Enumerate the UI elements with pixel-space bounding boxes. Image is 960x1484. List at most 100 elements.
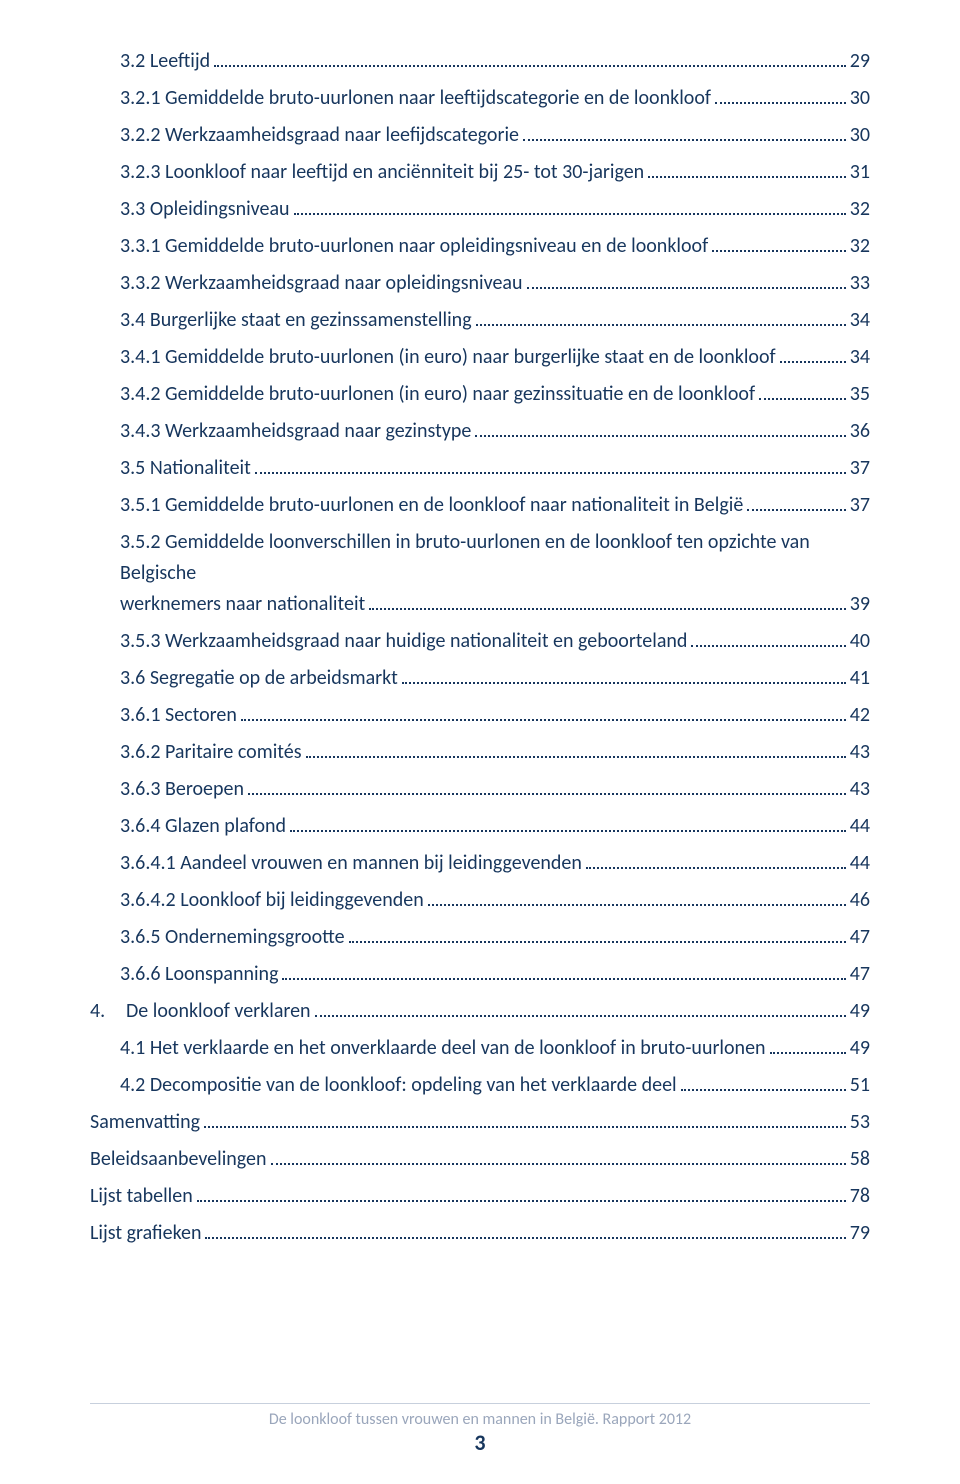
toc-entry-label: 4.De loonkloof verklaren xyxy=(90,996,311,1027)
toc-entry: Lijst tabellen 78 xyxy=(90,1181,870,1212)
toc-entry: 3.5.1 Gemiddelde bruto-uurlonen en de lo… xyxy=(90,490,870,521)
toc-leader-dots xyxy=(770,1034,846,1054)
toc-entry: 3.5.2 Gemiddelde loonverschillen in brut… xyxy=(90,527,870,620)
toc-entry-label: 3.6 Segregatie op de arbeidsmarkt xyxy=(120,663,398,694)
toc-entry: Beleidsaanbevelingen 58 xyxy=(90,1144,870,1175)
toc-entry-label: 3.6.4.1 Aandeel vrouwen en mannen bij le… xyxy=(120,848,582,879)
toc-entry: 3.6.3 Beroepen43 xyxy=(90,774,870,805)
footer-divider xyxy=(90,1403,870,1404)
toc-entry-page: 32 xyxy=(850,231,870,262)
toc-leader-dots xyxy=(648,158,846,178)
toc-entry: 3.6.6 Loonspanning47 xyxy=(90,959,870,990)
toc-entry: 3.4.3 Werkzaamheidsgraad naar gezinstype… xyxy=(90,416,870,447)
toc-leader-dots xyxy=(712,232,846,252)
toc-leader-dots xyxy=(306,738,846,758)
toc-entry: Samenvatting53 xyxy=(90,1107,870,1138)
toc-leader-dots xyxy=(197,1182,846,1202)
toc-entry-page: 43 xyxy=(850,737,870,768)
toc-entry-label: 3.2 Leeftijd xyxy=(120,46,210,77)
toc-entry: Lijst grafieken79 xyxy=(90,1218,870,1249)
toc-entry-page: 34 xyxy=(850,342,870,373)
toc-entry: 4.2 Decompositie van de loonkloof: opdel… xyxy=(90,1070,870,1101)
toc-entry-page: 35 xyxy=(850,379,870,410)
toc-entry: 4.De loonkloof verklaren 49 xyxy=(90,996,870,1027)
toc-entry-label: Samenvatting xyxy=(90,1107,200,1138)
toc-leader-dots xyxy=(294,195,846,215)
toc-entry: 3.6 Segregatie op de arbeidsmarkt41 xyxy=(90,663,870,694)
toc-leader-dots xyxy=(255,454,846,474)
toc-entry-label: 3.5.1 Gemiddelde bruto-uurlonen en de lo… xyxy=(120,490,743,521)
toc-leader-dots xyxy=(248,775,846,795)
toc-entry-label: 3.4.1 Gemiddelde bruto-uurlonen (in euro… xyxy=(120,342,776,373)
toc-leader-dots xyxy=(780,343,846,363)
toc-entry-page: 29 xyxy=(850,46,870,77)
toc-entry-page: 30 xyxy=(850,83,870,114)
toc-entry: 3.2 Leeftijd 29 xyxy=(90,46,870,77)
toc-entry-label: 3.2.2 Werkzaamheidsgraad naar leefijdsca… xyxy=(120,120,519,151)
toc-entry: 3.3 Opleidingsniveau32 xyxy=(90,194,870,225)
toc-entry-label: 3.2.3 Loonkloof naar leeftijd en anciënn… xyxy=(120,157,644,188)
toc-leader-dots xyxy=(271,1145,846,1165)
toc-entry: 3.2.2 Werkzaamheidsgraad naar leefijdsca… xyxy=(90,120,870,151)
toc-entry: 3.6.1 Sectoren42 xyxy=(90,700,870,731)
toc-leader-dots xyxy=(747,491,845,511)
toc-entry-label: 3.6.2 Paritaire comités xyxy=(120,737,302,768)
toc-leader-dots xyxy=(715,84,846,104)
toc-leader-dots xyxy=(241,701,846,721)
toc-entry-page: 49 xyxy=(850,996,870,1027)
toc-leader-dots xyxy=(205,1219,845,1239)
toc-entry: 3.6.2 Paritaire comités 43 xyxy=(90,737,870,768)
document-page: 3.2 Leeftijd 29 3.2.1 Gemiddelde bruto-uur… xyxy=(0,0,960,1484)
toc-leader-dots xyxy=(428,886,846,906)
toc-leader-dots xyxy=(681,1071,846,1091)
toc-entry: 3.4 Burgerlijke staat en gezinssamenstel… xyxy=(90,305,870,336)
toc-entry-page: 39 xyxy=(850,589,870,620)
toc-entry: 3.2.3 Loonkloof naar leeftijd en anciënn… xyxy=(90,157,870,188)
toc-entry-page: 78 xyxy=(850,1181,870,1212)
toc-leader-dots xyxy=(523,121,846,141)
toc-entry-label: 3.6.1 Sectoren xyxy=(120,700,237,731)
toc-entry-label: 3.3.1 Gemiddelde bruto-uurlonen naar opl… xyxy=(120,231,708,262)
toc-entry: 3.2.1 Gemiddelde bruto-uurlonen naar lee… xyxy=(90,83,870,114)
toc-entry-label: 3.6.5 Ondernemingsgrootte xyxy=(120,922,345,953)
toc-entry-page: 36 xyxy=(850,416,870,447)
toc-entry-page: 32 xyxy=(850,194,870,225)
toc-entry-page: 34 xyxy=(850,305,870,336)
toc-leader-dots xyxy=(315,997,846,1017)
toc-entry-label: 3.6.3 Beroepen xyxy=(120,774,244,805)
toc-entry-label: 3.4.2 Gemiddelde bruto-uurlonen (in euro… xyxy=(120,379,755,410)
toc-entry-page: 58 xyxy=(850,1144,870,1175)
toc-entry-label: 3.6.6 Loonspanning xyxy=(120,959,278,990)
toc-entry-label: Lijst tabellen xyxy=(90,1181,193,1212)
footer-page-number: 3 xyxy=(90,1429,870,1456)
toc-entry: 3.4.2 Gemiddelde bruto-uurlonen (in euro… xyxy=(90,379,870,410)
toc-entry-page: 37 xyxy=(850,453,870,484)
toc-entry: 3.5 Nationaliteit 37 xyxy=(90,453,870,484)
toc-leader-dots xyxy=(691,627,845,647)
toc-leader-dots xyxy=(527,269,846,289)
toc-entry-label: 3.5.3 Werkzaamheidsgraad naar huidige na… xyxy=(120,626,687,657)
toc-leader-dots xyxy=(475,417,845,437)
table-of-contents: 3.2 Leeftijd 29 3.2.1 Gemiddelde bruto-uur… xyxy=(90,46,870,1249)
toc-entry-page: 31 xyxy=(850,157,870,188)
toc-entry: 3.5.3 Werkzaamheidsgraad naar huidige na… xyxy=(90,626,870,657)
toc-leader-dots xyxy=(290,812,846,832)
toc-entry-label: Beleidsaanbevelingen xyxy=(90,1144,267,1175)
toc-entry-title: De loonkloof verklaren xyxy=(126,999,311,1023)
toc-entry-page: 51 xyxy=(850,1070,870,1101)
toc-entry: 4.1 Het verklaarde en het onverklaarde d… xyxy=(90,1033,870,1064)
toc-entry-label: 3.4 Burgerlijke staat en gezinssamenstel… xyxy=(120,305,472,336)
toc-entry-label: 3.2.1 Gemiddelde bruto-uurlonen naar lee… xyxy=(120,83,711,114)
toc-entry-label: 3.5 Nationaliteit xyxy=(120,453,251,484)
toc-entry-page: 33 xyxy=(850,268,870,299)
toc-entry-page: 37 xyxy=(850,490,870,521)
toc-entry-page: 44 xyxy=(850,811,870,842)
toc-entry-page: 30 xyxy=(850,120,870,151)
toc-entry-page: 40 xyxy=(850,626,870,657)
toc-entry-page: 49 xyxy=(850,1033,870,1064)
toc-leader-dots xyxy=(214,47,846,67)
toc-leader-dots xyxy=(369,590,845,610)
toc-leader-dots xyxy=(586,849,846,869)
toc-leader-dots xyxy=(402,664,846,684)
toc-entry-number: 4. xyxy=(90,996,126,1027)
